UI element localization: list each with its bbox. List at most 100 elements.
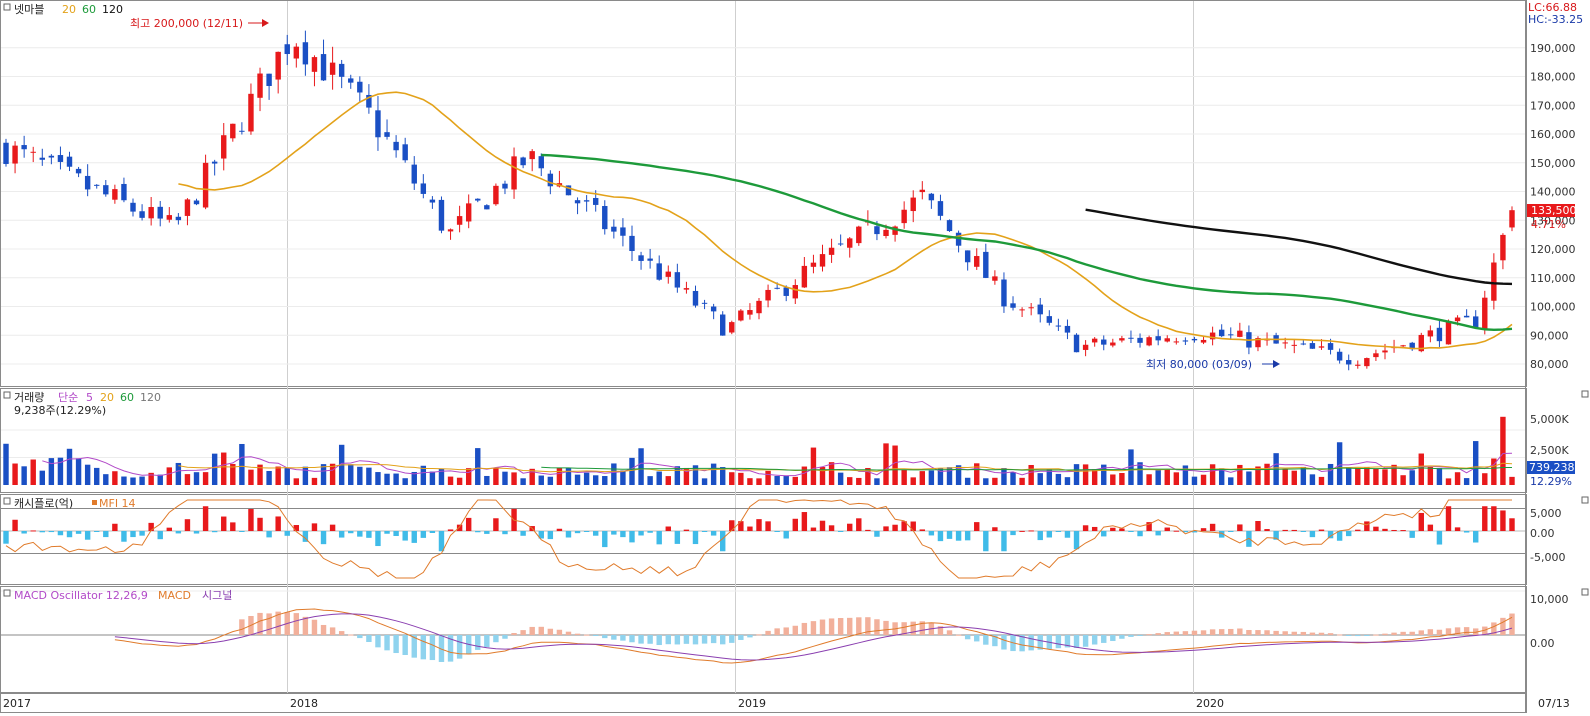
price-panel[interactable]	[0, 0, 1527, 387]
macd-oscillator-bar	[547, 628, 554, 635]
volume-bar	[411, 471, 417, 485]
volume-bar	[520, 478, 526, 485]
candle-body	[1400, 345, 1406, 347]
cashflow-bar	[94, 531, 100, 532]
cashflow-bar	[1336, 531, 1343, 541]
cashflow-bar	[1327, 531, 1334, 539]
panel-buttons[interactable]	[1581, 390, 1589, 596]
cashflow-bar	[1273, 531, 1279, 540]
volume-bar	[774, 476, 780, 485]
volume-bar	[1237, 464, 1243, 485]
macd-oscillator-bar	[819, 619, 826, 635]
volume-panel[interactable]	[0, 388, 1527, 493]
macd-panel-button[interactable]	[1581, 588, 1589, 596]
cashflow-bar	[393, 531, 399, 537]
volume-bar	[429, 471, 436, 485]
macd-oscillator-bar	[1001, 635, 1007, 650]
cashflow-bar	[538, 531, 544, 539]
volume-bar	[21, 466, 27, 485]
cashflow-bar	[1073, 531, 1080, 550]
candle-body	[1364, 358, 1370, 367]
candle-body	[1082, 344, 1089, 350]
macd-oscillator-bar	[1364, 635, 1370, 636]
cashflow-bar	[647, 531, 653, 533]
candle-body	[1101, 339, 1107, 345]
price-tick: 140,000	[1530, 186, 1576, 199]
x-label-2019: 2019	[738, 697, 766, 710]
cashflow-bar	[184, 519, 191, 531]
volume-tick-5000k: 5,000K	[1530, 413, 1569, 426]
volume-bar	[701, 478, 708, 485]
volume-bar	[1101, 464, 1107, 485]
x-label-2018: 2018	[290, 697, 318, 710]
macd-oscillator-bar	[738, 635, 744, 640]
volume-bar	[211, 453, 218, 485]
candle-body	[21, 145, 27, 150]
cashflow-bar	[819, 520, 826, 531]
volume-legend-ma20: 20	[100, 391, 114, 404]
candle-body	[1155, 336, 1161, 341]
ma20-line	[178, 91, 1513, 350]
cashflow-bar	[1164, 527, 1170, 531]
volume-bar	[484, 475, 490, 485]
macd-oscillator-bar	[493, 635, 499, 643]
volume-bar	[1391, 464, 1397, 485]
cashflow-bar	[484, 531, 490, 534]
macd-oscillator-bar	[602, 635, 608, 639]
volume-bar	[320, 464, 327, 485]
macd-oscillator-bar	[919, 621, 926, 635]
cashflow-bar	[1101, 531, 1107, 537]
macd-oscillator-bar	[1073, 635, 1080, 649]
macd-panel[interactable]	[0, 586, 1527, 693]
candle-body	[1146, 337, 1152, 346]
price-tick: 150,000	[1530, 157, 1576, 170]
volume-bar	[928, 470, 935, 485]
volume-bar	[1382, 469, 1388, 485]
candle-body	[94, 184, 100, 186]
volume-bar	[574, 474, 581, 485]
price-tick: 90,000	[1530, 329, 1569, 342]
cashflow-bar	[1182, 531, 1189, 533]
candle-body	[538, 156, 544, 169]
cashflow-bar	[1110, 527, 1116, 531]
macd-oscillator-bar	[1454, 627, 1461, 635]
volume-bar	[302, 466, 309, 485]
cashflow-bar	[738, 521, 744, 531]
candle-body	[1218, 329, 1225, 337]
volume-bar	[556, 467, 563, 485]
candle-body	[720, 314, 726, 336]
volume-bar	[974, 463, 980, 485]
volume-bar	[75, 458, 82, 485]
volume-bar	[1055, 473, 1062, 485]
candle-body	[1164, 338, 1170, 342]
candle-body	[221, 135, 227, 159]
macd-oscillator-bar	[1110, 635, 1116, 642]
volume-bar	[865, 467, 871, 485]
volume-bar	[1400, 475, 1406, 485]
volume-bar	[329, 463, 336, 485]
cashflow-bar	[1291, 529, 1297, 531]
macd-oscillator-bar	[1164, 632, 1170, 635]
macd-oscillator-bar	[647, 635, 653, 644]
volume-bar	[139, 476, 145, 485]
candle-body	[511, 156, 517, 190]
volume-bar	[638, 448, 644, 485]
candle-body	[75, 168, 82, 174]
macd-oscillator-bar	[611, 635, 617, 640]
cashflow-panel[interactable]	[0, 494, 1527, 585]
cashflow-bar	[465, 517, 472, 531]
volume-panel-button[interactable]	[1581, 390, 1589, 398]
volume-bar	[1364, 467, 1370, 485]
macd-oscillator-bar	[1500, 617, 1506, 635]
macd-oscillator-bar	[1382, 633, 1388, 635]
cashflow-bar	[1345, 531, 1352, 537]
cashflow-bar	[1137, 531, 1143, 537]
volume-bar	[1119, 473, 1125, 485]
cashflow-panel-button[interactable]	[1581, 496, 1589, 504]
volume-bar	[384, 473, 390, 485]
candle-body	[1291, 344, 1297, 346]
volume-bar	[765, 470, 771, 485]
volume-bar	[66, 448, 73, 485]
cashflow-bar	[1209, 523, 1216, 531]
